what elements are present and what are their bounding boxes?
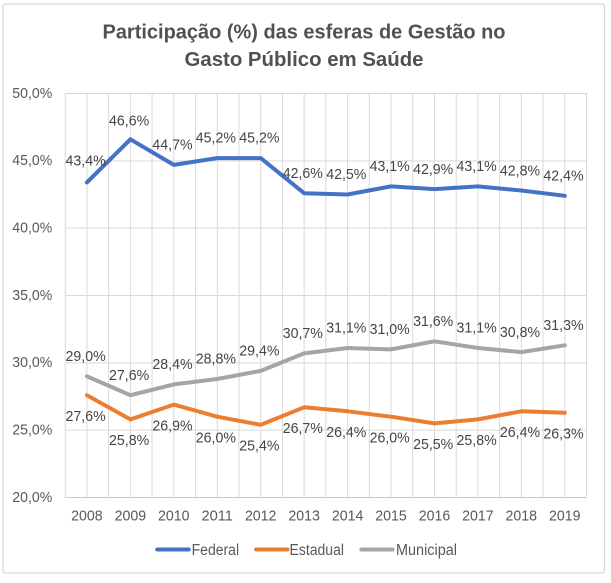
svg-text:28,8%: 28,8% [196, 351, 236, 368]
svg-text:2018: 2018 [506, 508, 538, 525]
svg-text:46,6%: 46,6% [109, 112, 149, 129]
svg-text:30,0%: 30,0% [12, 354, 52, 371]
svg-text:Participação (%) das esferas d: Participação (%) das esferas de Gestão n… [103, 22, 506, 44]
svg-text:45,0%: 45,0% [12, 152, 52, 169]
svg-text:31,6%: 31,6% [413, 313, 453, 330]
svg-text:35,0%: 35,0% [12, 287, 52, 304]
svg-text:42,6%: 42,6% [283, 165, 323, 182]
svg-text:27,6%: 27,6% [109, 367, 149, 384]
svg-text:26,0%: 26,0% [196, 429, 236, 446]
svg-text:43,4%: 43,4% [66, 153, 106, 170]
svg-text:26,4%: 26,4% [500, 424, 540, 441]
svg-text:27,6%: 27,6% [66, 408, 106, 425]
svg-text:44,7%: 44,7% [152, 136, 192, 153]
svg-text:2009: 2009 [115, 508, 147, 525]
svg-text:Municipal: Municipal [396, 542, 457, 559]
svg-text:31,1%: 31,1% [326, 320, 366, 337]
svg-text:2015: 2015 [375, 508, 407, 525]
svg-text:29,4%: 29,4% [239, 343, 279, 360]
svg-text:43,1%: 43,1% [370, 158, 410, 175]
svg-text:45,2%: 45,2% [196, 130, 236, 147]
svg-text:31,1%: 31,1% [457, 320, 497, 337]
svg-text:2010: 2010 [158, 508, 190, 525]
svg-text:25,5%: 25,5% [413, 436, 453, 453]
svg-text:Federal: Federal [192, 542, 240, 559]
svg-text:2014: 2014 [332, 508, 364, 525]
svg-text:42,5%: 42,5% [326, 166, 366, 183]
svg-text:2011: 2011 [201, 508, 233, 525]
svg-text:42,4%: 42,4% [543, 168, 583, 185]
svg-text:30,7%: 30,7% [283, 325, 323, 342]
svg-text:Gasto Público em Saúde: Gasto Público em Saúde [185, 49, 424, 71]
svg-text:2019: 2019 [549, 508, 581, 525]
svg-text:26,9%: 26,9% [152, 417, 192, 434]
svg-text:31,0%: 31,0% [370, 321, 410, 338]
svg-text:45,2%: 45,2% [239, 130, 279, 147]
svg-text:43,1%: 43,1% [457, 158, 497, 175]
svg-text:25,8%: 25,8% [457, 432, 497, 449]
svg-text:26,3%: 26,3% [543, 425, 583, 442]
svg-text:2013: 2013 [288, 508, 320, 525]
svg-text:2012: 2012 [245, 508, 277, 525]
svg-text:20,0%: 20,0% [12, 489, 52, 506]
svg-text:42,8%: 42,8% [500, 162, 540, 179]
svg-text:26,4%: 26,4% [326, 424, 366, 441]
svg-text:31,3%: 31,3% [543, 317, 583, 334]
svg-text:26,7%: 26,7% [283, 420, 323, 437]
svg-text:2017: 2017 [462, 508, 494, 525]
svg-text:2016: 2016 [419, 508, 451, 525]
svg-text:40,0%: 40,0% [12, 220, 52, 237]
svg-text:42,9%: 42,9% [413, 161, 453, 178]
svg-text:29,0%: 29,0% [66, 348, 106, 365]
svg-text:30,8%: 30,8% [500, 324, 540, 341]
svg-text:26,0%: 26,0% [370, 429, 410, 446]
svg-text:25,4%: 25,4% [239, 438, 279, 455]
svg-text:Estadual: Estadual [290, 542, 345, 559]
svg-text:28,4%: 28,4% [152, 356, 192, 373]
svg-text:25,8%: 25,8% [109, 432, 149, 449]
svg-text:2008: 2008 [71, 508, 103, 525]
svg-text:25,0%: 25,0% [12, 422, 52, 439]
svg-text:50,0%: 50,0% [12, 85, 52, 102]
